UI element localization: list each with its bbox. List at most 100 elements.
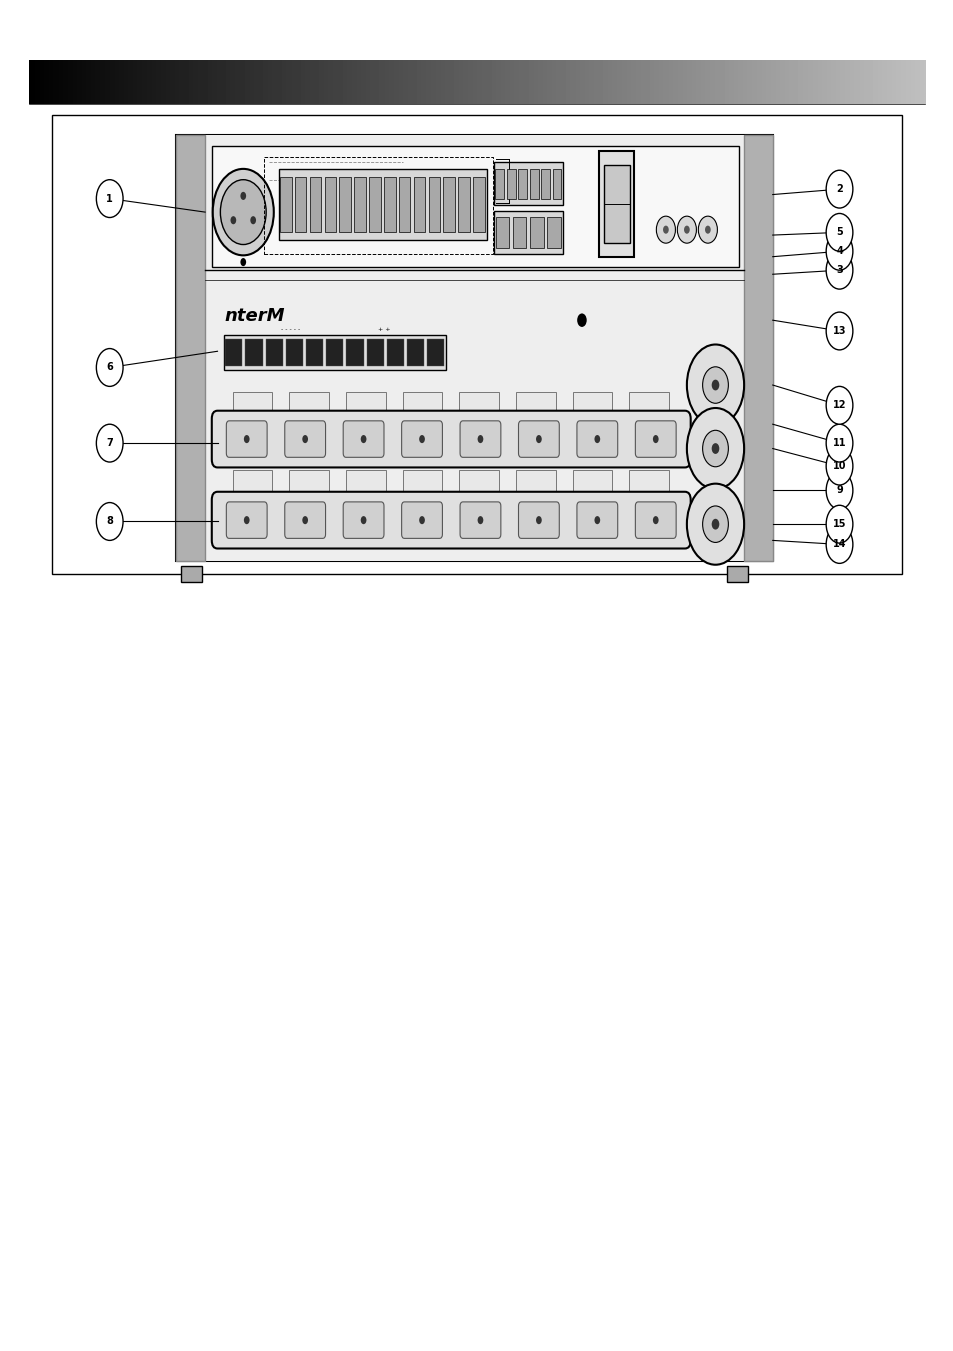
FancyBboxPatch shape	[284, 422, 325, 457]
Circle shape	[704, 226, 710, 234]
Circle shape	[652, 435, 658, 443]
Bar	[52, 115, 901, 574]
FancyBboxPatch shape	[212, 411, 690, 467]
Bar	[517, 169, 527, 199]
Bar	[414, 177, 425, 232]
Bar	[398, 177, 410, 232]
FancyBboxPatch shape	[226, 501, 267, 538]
Circle shape	[662, 226, 668, 234]
Circle shape	[220, 180, 266, 245]
FancyBboxPatch shape	[518, 501, 558, 538]
Bar	[495, 169, 504, 199]
Bar	[494, 211, 562, 254]
Bar	[552, 169, 561, 199]
Circle shape	[825, 447, 852, 485]
Bar	[233, 392, 272, 415]
Circle shape	[825, 312, 852, 350]
Bar	[289, 470, 329, 493]
Circle shape	[96, 180, 123, 218]
Ellipse shape	[686, 484, 743, 565]
Bar	[346, 392, 385, 415]
Text: 4: 4	[835, 246, 842, 257]
FancyBboxPatch shape	[518, 422, 558, 457]
Bar	[513, 218, 526, 247]
Circle shape	[825, 251, 852, 289]
Bar	[181, 566, 202, 582]
Circle shape	[231, 216, 236, 224]
Bar	[516, 470, 555, 493]
Bar	[354, 177, 366, 232]
Circle shape	[536, 516, 541, 524]
Bar	[366, 339, 383, 366]
Bar	[629, 470, 668, 493]
Bar	[443, 177, 455, 232]
Circle shape	[418, 435, 424, 443]
Circle shape	[418, 516, 424, 524]
Bar	[286, 339, 303, 366]
Bar	[529, 169, 538, 199]
Circle shape	[240, 258, 246, 266]
Bar	[289, 392, 329, 415]
Text: + +: + +	[377, 327, 390, 332]
Circle shape	[594, 435, 599, 443]
Text: 1: 1	[106, 193, 113, 204]
Circle shape	[698, 216, 717, 243]
FancyBboxPatch shape	[226, 422, 267, 457]
Circle shape	[240, 192, 246, 200]
Bar	[339, 177, 351, 232]
Circle shape	[701, 505, 728, 543]
Circle shape	[825, 213, 852, 251]
Bar	[629, 392, 668, 415]
Text: nterM: nterM	[224, 307, 284, 326]
FancyBboxPatch shape	[212, 492, 690, 549]
Circle shape	[711, 519, 719, 530]
Bar	[407, 339, 424, 366]
Bar	[598, 151, 634, 257]
Circle shape	[825, 170, 852, 208]
Text: 11: 11	[832, 438, 845, 449]
Circle shape	[825, 471, 852, 509]
Text: 10: 10	[832, 461, 845, 471]
FancyBboxPatch shape	[577, 422, 618, 457]
Bar	[384, 177, 395, 232]
Bar	[233, 470, 272, 493]
Text: - - - - -: - - - - -	[281, 327, 300, 332]
Circle shape	[302, 516, 308, 524]
Circle shape	[360, 435, 366, 443]
Text: 8: 8	[106, 516, 113, 527]
Bar	[547, 218, 560, 247]
Bar	[458, 470, 498, 493]
Bar	[743, 135, 772, 561]
Circle shape	[701, 367, 728, 404]
Circle shape	[677, 216, 696, 243]
FancyBboxPatch shape	[401, 422, 442, 457]
Text: 2: 2	[835, 184, 842, 195]
Circle shape	[701, 430, 728, 467]
FancyBboxPatch shape	[343, 501, 383, 538]
Circle shape	[302, 435, 308, 443]
Bar	[278, 169, 486, 240]
Circle shape	[825, 526, 852, 563]
FancyBboxPatch shape	[459, 501, 500, 538]
Bar	[245, 339, 262, 366]
Bar	[306, 339, 323, 366]
Bar	[427, 339, 444, 366]
Circle shape	[96, 349, 123, 386]
FancyBboxPatch shape	[401, 501, 442, 538]
Bar	[494, 162, 562, 205]
Bar	[346, 339, 363, 366]
Bar	[176, 135, 772, 561]
Circle shape	[360, 516, 366, 524]
Circle shape	[477, 435, 483, 443]
FancyBboxPatch shape	[459, 422, 500, 457]
Text: 14: 14	[832, 539, 845, 550]
Circle shape	[536, 435, 541, 443]
Text: 5: 5	[835, 227, 842, 238]
Bar	[324, 177, 335, 232]
Bar	[572, 470, 612, 493]
FancyBboxPatch shape	[635, 501, 676, 538]
Bar	[265, 339, 282, 366]
Circle shape	[250, 216, 255, 224]
Text: 7: 7	[106, 438, 113, 449]
Circle shape	[213, 169, 274, 255]
